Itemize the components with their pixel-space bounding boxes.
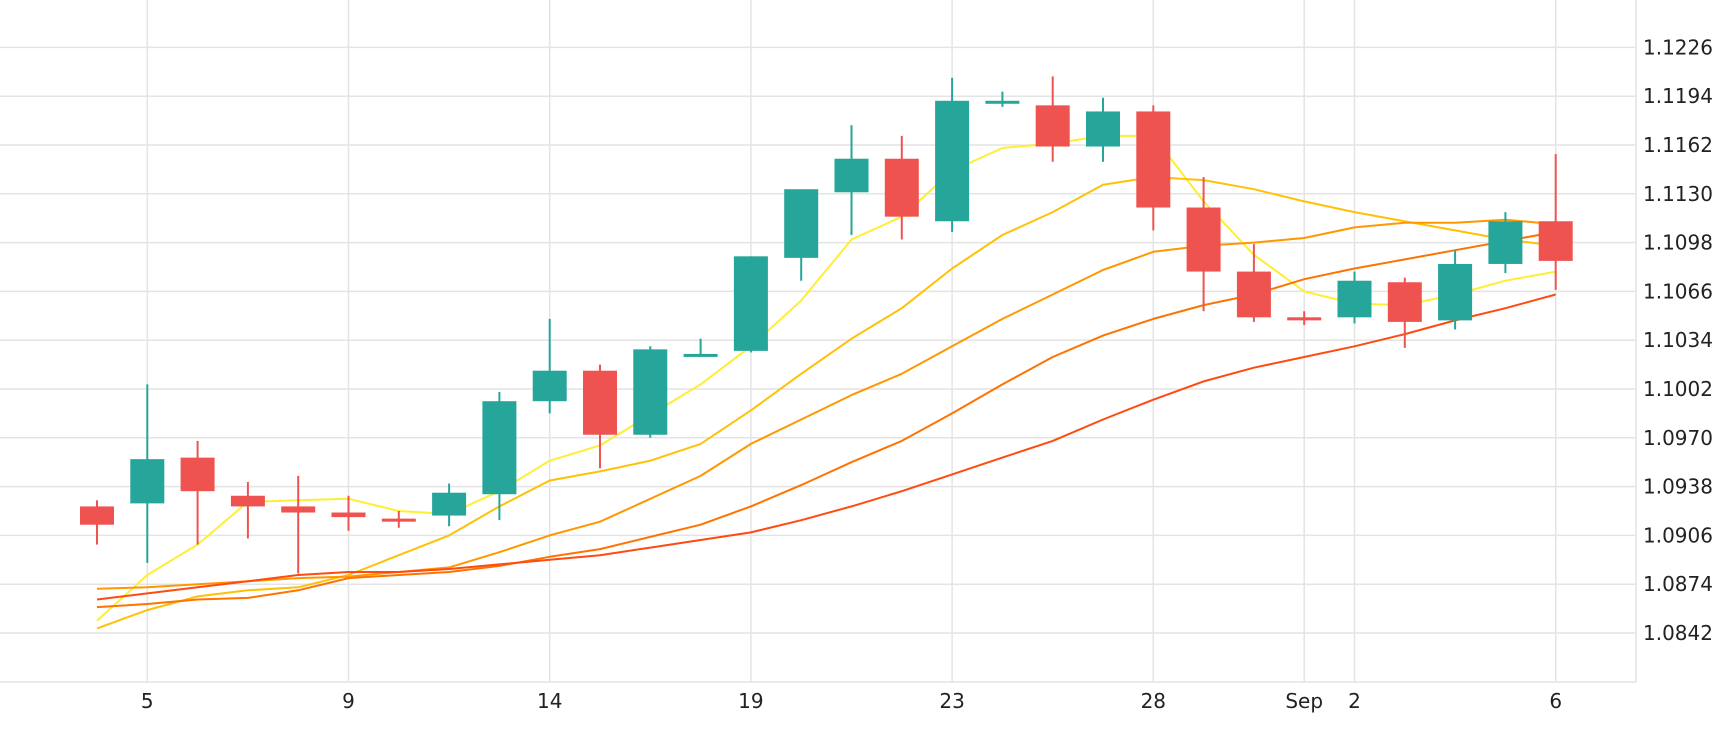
candle-body-up bbox=[130, 459, 165, 504]
candle[interactable] bbox=[935, 77, 970, 232]
x-tick-label: Sep bbox=[1285, 689, 1323, 713]
candle[interactable] bbox=[834, 125, 869, 235]
candle-body-down bbox=[1035, 105, 1070, 147]
candle-body-up bbox=[784, 189, 819, 258]
candle-body-down bbox=[583, 370, 617, 435]
moving-average-line-5 bbox=[96, 293, 1556, 601]
candle-body-down bbox=[1136, 111, 1171, 208]
candle-body-down bbox=[1538, 221, 1573, 261]
x-tick-label: 9 bbox=[342, 689, 355, 713]
candle-body-up bbox=[432, 492, 467, 516]
y-tick-label: 1.1002 bbox=[1643, 377, 1713, 401]
y-tick-label: 1.1226 bbox=[1643, 35, 1713, 59]
candle-body-down bbox=[884, 158, 919, 217]
candle[interactable] bbox=[80, 500, 114, 545]
candle-body-up bbox=[482, 401, 517, 495]
x-tick-label: 14 bbox=[537, 689, 562, 713]
candle[interactable] bbox=[683, 338, 718, 357]
candle-body-down bbox=[381, 518, 416, 522]
candle-body-down bbox=[180, 457, 215, 492]
candle[interactable] bbox=[1337, 271, 1372, 324]
moving-average-lines bbox=[96, 134, 1556, 630]
candle[interactable] bbox=[1387, 277, 1422, 348]
candle-body-up bbox=[733, 256, 768, 351]
candle[interactable] bbox=[784, 189, 819, 281]
price-axis[interactable]: 1.0842 1.0874 1.0906 1.0938 1.0970 1.1002 1.10… bbox=[1643, 35, 1713, 645]
candle[interactable] bbox=[1136, 105, 1171, 231]
candle-body-down bbox=[1287, 317, 1322, 321]
candle[interactable] bbox=[884, 135, 919, 240]
candle-body-up bbox=[1337, 280, 1372, 318]
candle-body-up bbox=[985, 100, 1020, 104]
candle[interactable] bbox=[180, 440, 215, 545]
candle-body-up bbox=[1488, 221, 1523, 264]
x-tick-label: 28 bbox=[1141, 689, 1166, 713]
candle-body-up bbox=[1086, 111, 1120, 147]
y-tick-label: 1.0842 bbox=[1643, 621, 1713, 645]
x-tick-label: 2 bbox=[1348, 689, 1361, 713]
moving-average-line-4 bbox=[96, 230, 1556, 609]
candle[interactable] bbox=[1438, 250, 1473, 330]
candle-body-down bbox=[1387, 282, 1422, 322]
candle[interactable] bbox=[130, 384, 165, 563]
candle[interactable] bbox=[1236, 244, 1271, 322]
candle[interactable] bbox=[985, 91, 1020, 107]
candle-body-down bbox=[1186, 207, 1221, 272]
candle-body-down bbox=[80, 506, 114, 525]
candle[interactable] bbox=[1287, 311, 1322, 325]
candle-body-down bbox=[1236, 271, 1271, 318]
candle-body-up bbox=[935, 100, 970, 222]
candle-body-down bbox=[281, 506, 316, 513]
candle[interactable] bbox=[532, 318, 567, 414]
y-tick-label: 1.1162 bbox=[1643, 133, 1713, 157]
candle-body-up bbox=[834, 158, 869, 193]
x-tick-label: 23 bbox=[939, 689, 964, 713]
candle[interactable] bbox=[583, 364, 617, 469]
candle[interactable] bbox=[281, 475, 316, 574]
candle[interactable] bbox=[1488, 212, 1523, 274]
candles bbox=[80, 76, 1573, 574]
x-tick-label: 6 bbox=[1549, 689, 1562, 713]
candle[interactable] bbox=[331, 495, 366, 531]
y-tick-label: 1.1098 bbox=[1643, 231, 1713, 255]
candle-body-down bbox=[331, 512, 366, 518]
candle[interactable] bbox=[230, 482, 265, 539]
candle-body-up bbox=[1438, 263, 1473, 321]
moving-average-line-3 bbox=[96, 218, 1556, 590]
y-tick-label: 1.0906 bbox=[1643, 523, 1713, 547]
candle[interactable] bbox=[381, 511, 416, 528]
candle[interactable] bbox=[1086, 97, 1120, 162]
candle[interactable] bbox=[1035, 76, 1070, 162]
time-axis[interactable]: 5 9 14 19 23 28 Sep 2 6 bbox=[141, 689, 1562, 713]
y-tick-label: 1.1034 bbox=[1643, 328, 1713, 352]
y-tick-label: 1.0970 bbox=[1643, 426, 1713, 450]
x-tick-label: 19 bbox=[738, 689, 763, 713]
x-tick-label: 5 bbox=[141, 689, 154, 713]
y-tick-label: 1.0874 bbox=[1643, 572, 1713, 596]
candle[interactable] bbox=[432, 483, 467, 527]
candle[interactable] bbox=[633, 346, 668, 438]
candle[interactable] bbox=[1186, 177, 1221, 312]
candle-body-up bbox=[532, 370, 567, 402]
candle-body-down bbox=[230, 495, 265, 507]
y-tick-label: 1.1194 bbox=[1643, 84, 1713, 108]
candle-body-up bbox=[633, 349, 668, 435]
candle[interactable] bbox=[482, 392, 517, 521]
y-tick-label: 1.1066 bbox=[1643, 279, 1713, 303]
candle[interactable] bbox=[733, 256, 768, 353]
y-tick-label: 1.1130 bbox=[1643, 182, 1713, 206]
candle-body-up bbox=[683, 353, 718, 357]
candle[interactable] bbox=[1538, 154, 1573, 290]
y-tick-label: 1.0938 bbox=[1643, 475, 1713, 499]
moving-average-line-1 bbox=[96, 134, 1556, 622]
grid-lines bbox=[0, 0, 1637, 683]
